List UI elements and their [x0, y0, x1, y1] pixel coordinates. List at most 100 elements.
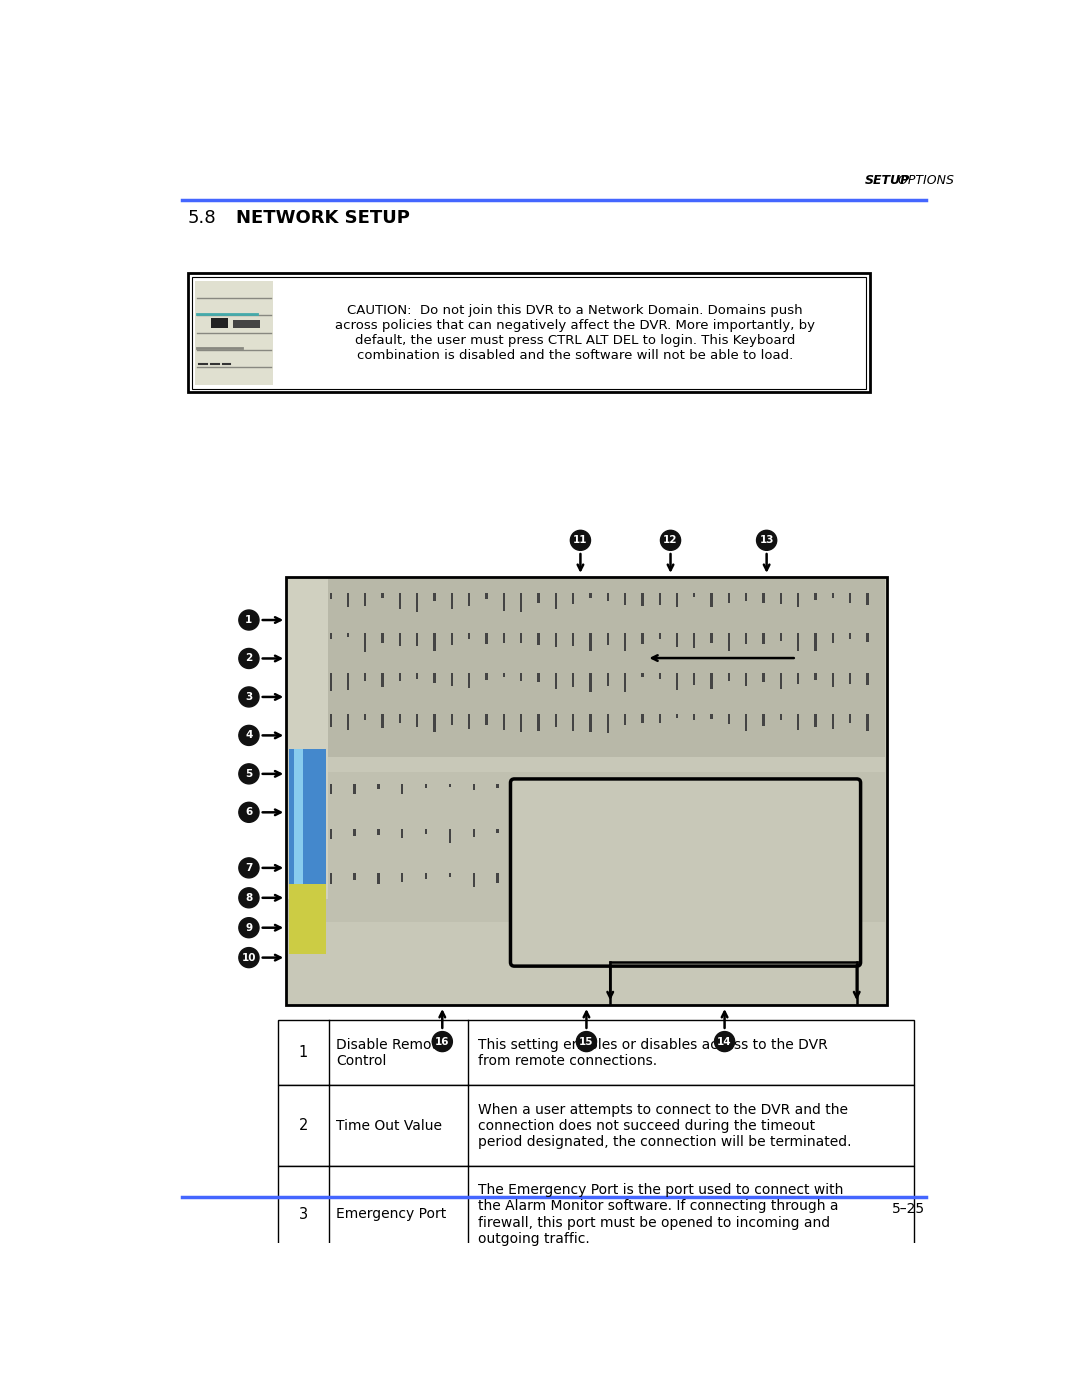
Bar [555, 673, 557, 683]
Bar [659, 714, 661, 722]
Bar [572, 633, 575, 640]
Bar [353, 873, 355, 886]
Bar [728, 714, 730, 722]
Circle shape [239, 648, 259, 669]
Bar [287, 578, 886, 757]
Bar [424, 828, 428, 834]
Bar [401, 873, 403, 879]
Bar [642, 673, 644, 693]
Bar [294, 749, 303, 884]
Bar [289, 749, 326, 884]
Bar [659, 633, 661, 640]
Text: 2: 2 [245, 654, 253, 664]
Bar [814, 633, 816, 648]
Bar [353, 828, 355, 837]
Text: SETUP: SETUP [865, 173, 910, 187]
Bar [519, 714, 523, 731]
Bar [814, 592, 816, 609]
Text: NETWORK SETUP: NETWORK SETUP [235, 210, 409, 226]
Bar [538, 633, 540, 645]
Bar [485, 673, 488, 686]
Bar [468, 592, 471, 598]
Text: The Emergency Port is the port used to connect with
the Alarm Monitor software. : The Emergency Port is the port used to c… [477, 1183, 842, 1246]
Bar [711, 673, 713, 685]
Bar [519, 592, 523, 610]
Bar [502, 673, 505, 678]
Bar [728, 592, 730, 612]
Bar [555, 592, 557, 610]
Bar [329, 873, 332, 880]
Bar [866, 592, 868, 601]
Bar [377, 784, 379, 798]
Bar [416, 592, 418, 598]
Bar [195, 281, 273, 384]
Bar [377, 873, 379, 886]
Text: 5.8: 5.8 [188, 210, 216, 226]
Bar [728, 673, 730, 680]
Circle shape [239, 764, 259, 784]
Bar [538, 673, 540, 682]
Text: 6: 6 [245, 807, 253, 817]
Bar [568, 784, 570, 793]
Circle shape [570, 531, 591, 550]
Bar [866, 714, 868, 728]
Bar [711, 714, 713, 728]
Bar [289, 884, 326, 954]
Bar [849, 673, 851, 680]
Bar [381, 633, 383, 647]
Text: 3: 3 [299, 1207, 308, 1222]
Circle shape [239, 918, 259, 937]
Bar [347, 592, 349, 602]
Bar [521, 784, 523, 795]
Bar [468, 633, 471, 640]
Bar [624, 633, 626, 638]
Bar [519, 633, 523, 647]
Bar [568, 828, 570, 840]
Bar [607, 633, 609, 637]
Text: 12: 12 [663, 535, 678, 545]
Bar [329, 673, 332, 685]
Bar [191, 277, 866, 388]
Bar [572, 592, 575, 612]
Bar [544, 828, 546, 838]
Bar [849, 714, 851, 732]
Text: OPTIONS: OPTIONS [894, 173, 954, 187]
Bar [519, 673, 523, 678]
Bar [797, 673, 799, 692]
Bar [329, 784, 332, 795]
Bar [399, 592, 401, 598]
Bar [624, 673, 626, 685]
Bar [329, 714, 332, 724]
Bar [590, 714, 592, 732]
Bar [814, 714, 816, 724]
Circle shape [239, 887, 259, 908]
Bar [590, 592, 592, 598]
Bar [849, 633, 851, 644]
Bar [353, 784, 355, 789]
Circle shape [661, 531, 680, 550]
Bar [832, 592, 834, 599]
Bar [485, 633, 488, 647]
Bar [832, 673, 834, 685]
Bar [607, 714, 609, 728]
Bar [279, 1020, 914, 1085]
Bar [502, 714, 505, 729]
Text: 7: 7 [245, 863, 253, 873]
Text: This setting enables or disables access to the DVR
from remote connections.: This setting enables or disables access … [477, 1038, 827, 1067]
Circle shape [239, 610, 259, 630]
Bar [745, 592, 747, 606]
Bar [416, 633, 418, 640]
Bar [676, 673, 678, 685]
Text: 5–25: 5–25 [892, 1203, 926, 1217]
Bar [401, 784, 403, 788]
Bar [676, 633, 678, 643]
Bar [279, 1166, 914, 1263]
Bar [572, 714, 575, 726]
Bar [433, 714, 435, 718]
Text: 1: 1 [299, 1045, 308, 1060]
Text: 11: 11 [573, 535, 588, 545]
Bar [502, 633, 505, 644]
Text: 10: 10 [242, 953, 256, 963]
Bar [381, 592, 383, 597]
Bar [279, 1085, 914, 1166]
